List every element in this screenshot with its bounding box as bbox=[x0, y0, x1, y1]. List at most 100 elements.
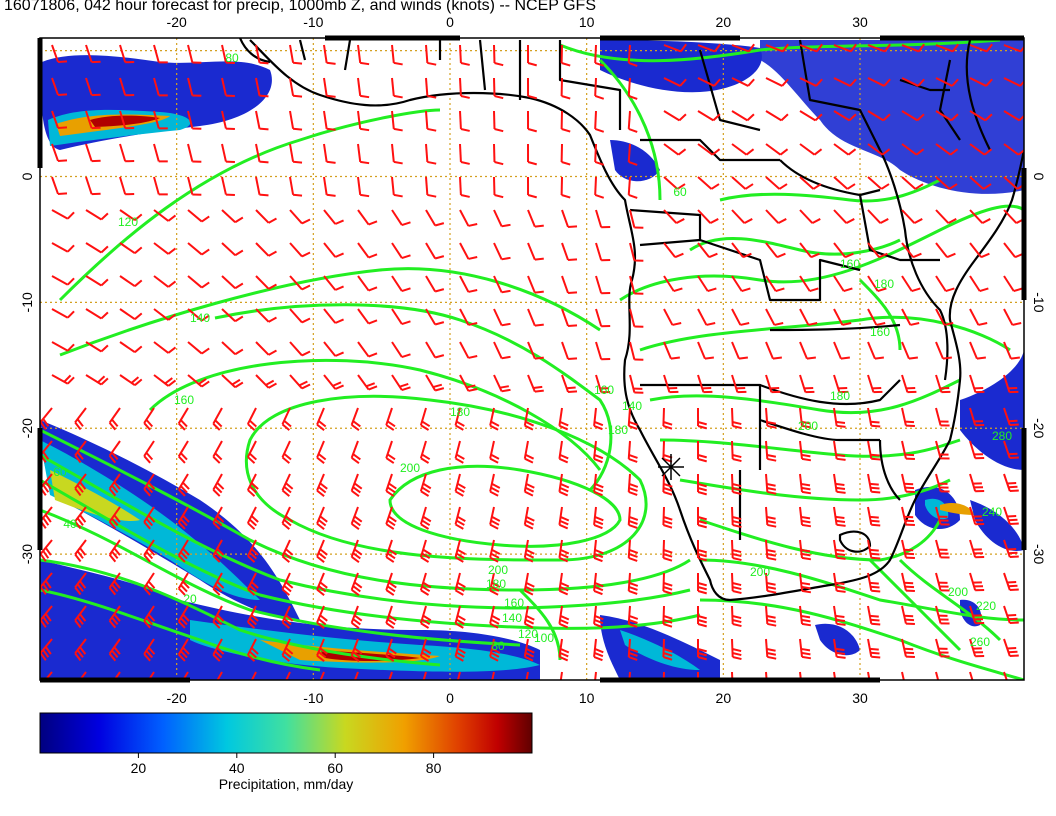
wind-barb bbox=[212, 539, 225, 563]
wind-barb bbox=[527, 242, 544, 261]
wind-barb bbox=[731, 242, 752, 259]
wind-barb bbox=[765, 539, 777, 561]
wind-barb bbox=[459, 143, 470, 165]
wind-barb bbox=[425, 176, 437, 198]
wind-barb bbox=[316, 506, 328, 530]
wind-barb bbox=[969, 671, 974, 680]
wind-barb bbox=[323, 341, 344, 357]
wind-barb bbox=[493, 308, 511, 327]
wind-barb bbox=[731, 539, 742, 562]
wind-barb bbox=[212, 473, 225, 497]
wind-barb bbox=[391, 110, 403, 132]
lon-tick-top: 30 bbox=[852, 14, 868, 30]
wind-barb bbox=[697, 341, 714, 360]
wind-barb bbox=[799, 539, 812, 561]
wind-barb bbox=[323, 209, 344, 225]
wind-barb bbox=[867, 110, 891, 122]
wind-barb bbox=[969, 473, 985, 493]
wind-barb bbox=[627, 407, 638, 430]
wind-barb bbox=[177, 539, 190, 563]
wind-barb bbox=[594, 176, 605, 199]
wind-barb bbox=[153, 374, 177, 387]
contour-label: 60 bbox=[53, 465, 67, 479]
wind-barb bbox=[901, 143, 925, 156]
lon-tick-bottom: 20 bbox=[716, 690, 732, 706]
wind-barb bbox=[40, 572, 53, 595]
wind-barb bbox=[527, 176, 537, 199]
wind-barb bbox=[593, 440, 604, 464]
wind-barb bbox=[491, 671, 495, 680]
wind-barb bbox=[419, 572, 432, 596]
wind-barb bbox=[350, 407, 361, 431]
wind-barb bbox=[51, 209, 75, 220]
lat-tick-right: 0 bbox=[1031, 173, 1047, 181]
wind-barb bbox=[558, 638, 570, 662]
wind-barb bbox=[493, 143, 504, 166]
wind-barb bbox=[627, 506, 639, 529]
wind-barb bbox=[319, 671, 325, 680]
wind-barb bbox=[765, 440, 777, 462]
wind-barb bbox=[350, 506, 363, 530]
wind-barb bbox=[153, 308, 177, 321]
wind-barb bbox=[489, 407, 500, 431]
contour-label: 40 bbox=[63, 517, 77, 531]
colorbar-tick-label: 60 bbox=[327, 760, 343, 776]
wind-barb bbox=[281, 638, 294, 662]
colorbar-tick-label: 20 bbox=[131, 760, 147, 776]
wind-barb bbox=[143, 638, 156, 662]
wind-barb bbox=[419, 440, 431, 464]
wind-barb bbox=[250, 671, 257, 680]
contour-label: 180 bbox=[450, 405, 470, 419]
wind-barb bbox=[51, 341, 75, 352]
wind-barb bbox=[1003, 209, 1024, 225]
wind-barb bbox=[454, 572, 466, 596]
wind-barb bbox=[561, 242, 578, 261]
wind-barb bbox=[51, 77, 68, 96]
wind-barb bbox=[969, 572, 985, 592]
wind-barb bbox=[663, 308, 682, 326]
wind-barb bbox=[85, 341, 109, 353]
lon-tick-top: -20 bbox=[167, 14, 187, 30]
wind-barb bbox=[221, 176, 235, 197]
wind-barb bbox=[187, 110, 202, 130]
wind-barb bbox=[177, 440, 189, 464]
wind-barb bbox=[143, 407, 155, 431]
wind-barb bbox=[969, 374, 985, 394]
wind-barb bbox=[627, 44, 638, 67]
wind-barb bbox=[425, 308, 445, 326]
wind-barb bbox=[493, 275, 511, 294]
wind-barb bbox=[391, 308, 411, 325]
wind-barb bbox=[385, 638, 397, 662]
wind-barb bbox=[935, 539, 950, 559]
wind-barb bbox=[187, 341, 210, 355]
wind-barb bbox=[350, 605, 363, 629]
wind-barb bbox=[119, 44, 135, 64]
wind-barb bbox=[765, 638, 777, 660]
lat-tick-left: -20 bbox=[19, 418, 35, 438]
wind-barb bbox=[425, 209, 445, 227]
wind-barb bbox=[289, 341, 311, 357]
wind-barb bbox=[1003, 605, 1019, 625]
wind-barb bbox=[629, 242, 644, 262]
wind-barb bbox=[901, 209, 923, 225]
wind-barb bbox=[119, 374, 143, 387]
wind-barb bbox=[593, 407, 604, 431]
wind-barb bbox=[289, 110, 303, 131]
wind-barb bbox=[323, 44, 336, 65]
wind-barb bbox=[255, 275, 277, 290]
wind-barb bbox=[85, 209, 109, 221]
wind-barb bbox=[153, 242, 177, 255]
wind-barb bbox=[731, 506, 742, 529]
wind-barb bbox=[523, 506, 535, 530]
contour-label: 180 bbox=[830, 389, 850, 403]
wind-barb bbox=[662, 605, 673, 628]
wind-barb bbox=[51, 110, 68, 129]
wind-barb bbox=[731, 374, 747, 394]
wind-barb bbox=[489, 638, 501, 662]
wind-barb bbox=[629, 374, 644, 394]
wind-barb bbox=[489, 440, 500, 464]
wind-barb bbox=[153, 44, 168, 64]
wind-barb bbox=[40, 506, 53, 529]
wind-barb bbox=[108, 473, 121, 497]
